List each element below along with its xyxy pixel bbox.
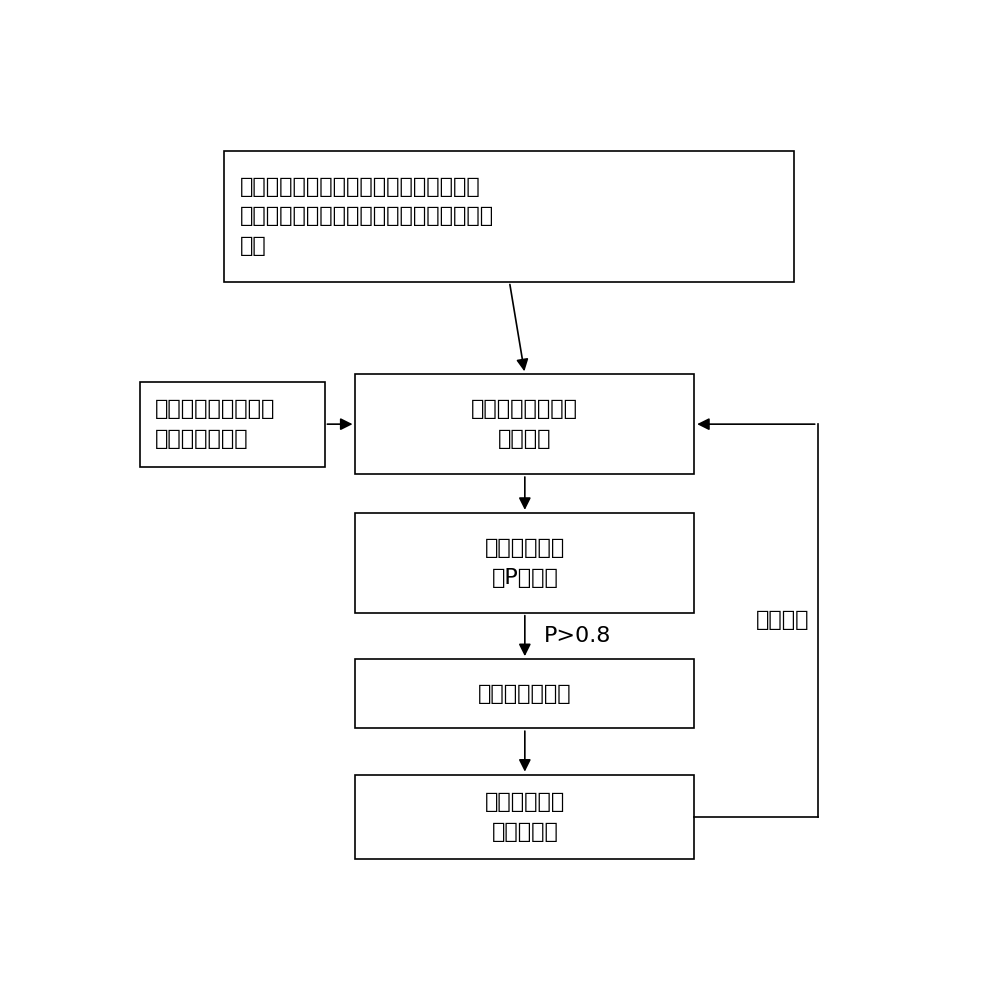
Bar xyxy=(139,382,325,466)
Bar xyxy=(356,774,694,859)
Bar xyxy=(356,513,694,613)
Bar xyxy=(356,659,694,728)
Text: P>0.8: P>0.8 xyxy=(544,626,611,646)
Bar xyxy=(225,151,794,282)
Text: 中控台报警提示: 中控台报警提示 xyxy=(478,684,572,704)
Text: 电子传感器获取实时
锅炉除氧器数据: 电子传感器获取实时 锅炉除氧器数据 xyxy=(155,399,275,449)
Bar xyxy=(356,374,694,474)
Text: 工作人员确认
除氧器正常: 工作人员确认 除氧器正常 xyxy=(485,792,565,842)
Text: 获取锅炉房环境与锅炉运行参数数据和锅
炉除氧器失效临界値，建立除氧器失效误差
率表: 获取锅炉房环境与锅炉运行参数数据和锅 炉除氧器失效临界値，建立除氧器失效误差 率… xyxy=(240,177,494,256)
Text: 建立决策树系统和
对照系统: 建立决策树系统和 对照系统 xyxy=(471,399,579,449)
Text: 决策树系统判
断P値大小: 决策树系统判 断P値大小 xyxy=(485,538,565,588)
Text: 正确结果: 正确结果 xyxy=(756,610,810,631)
